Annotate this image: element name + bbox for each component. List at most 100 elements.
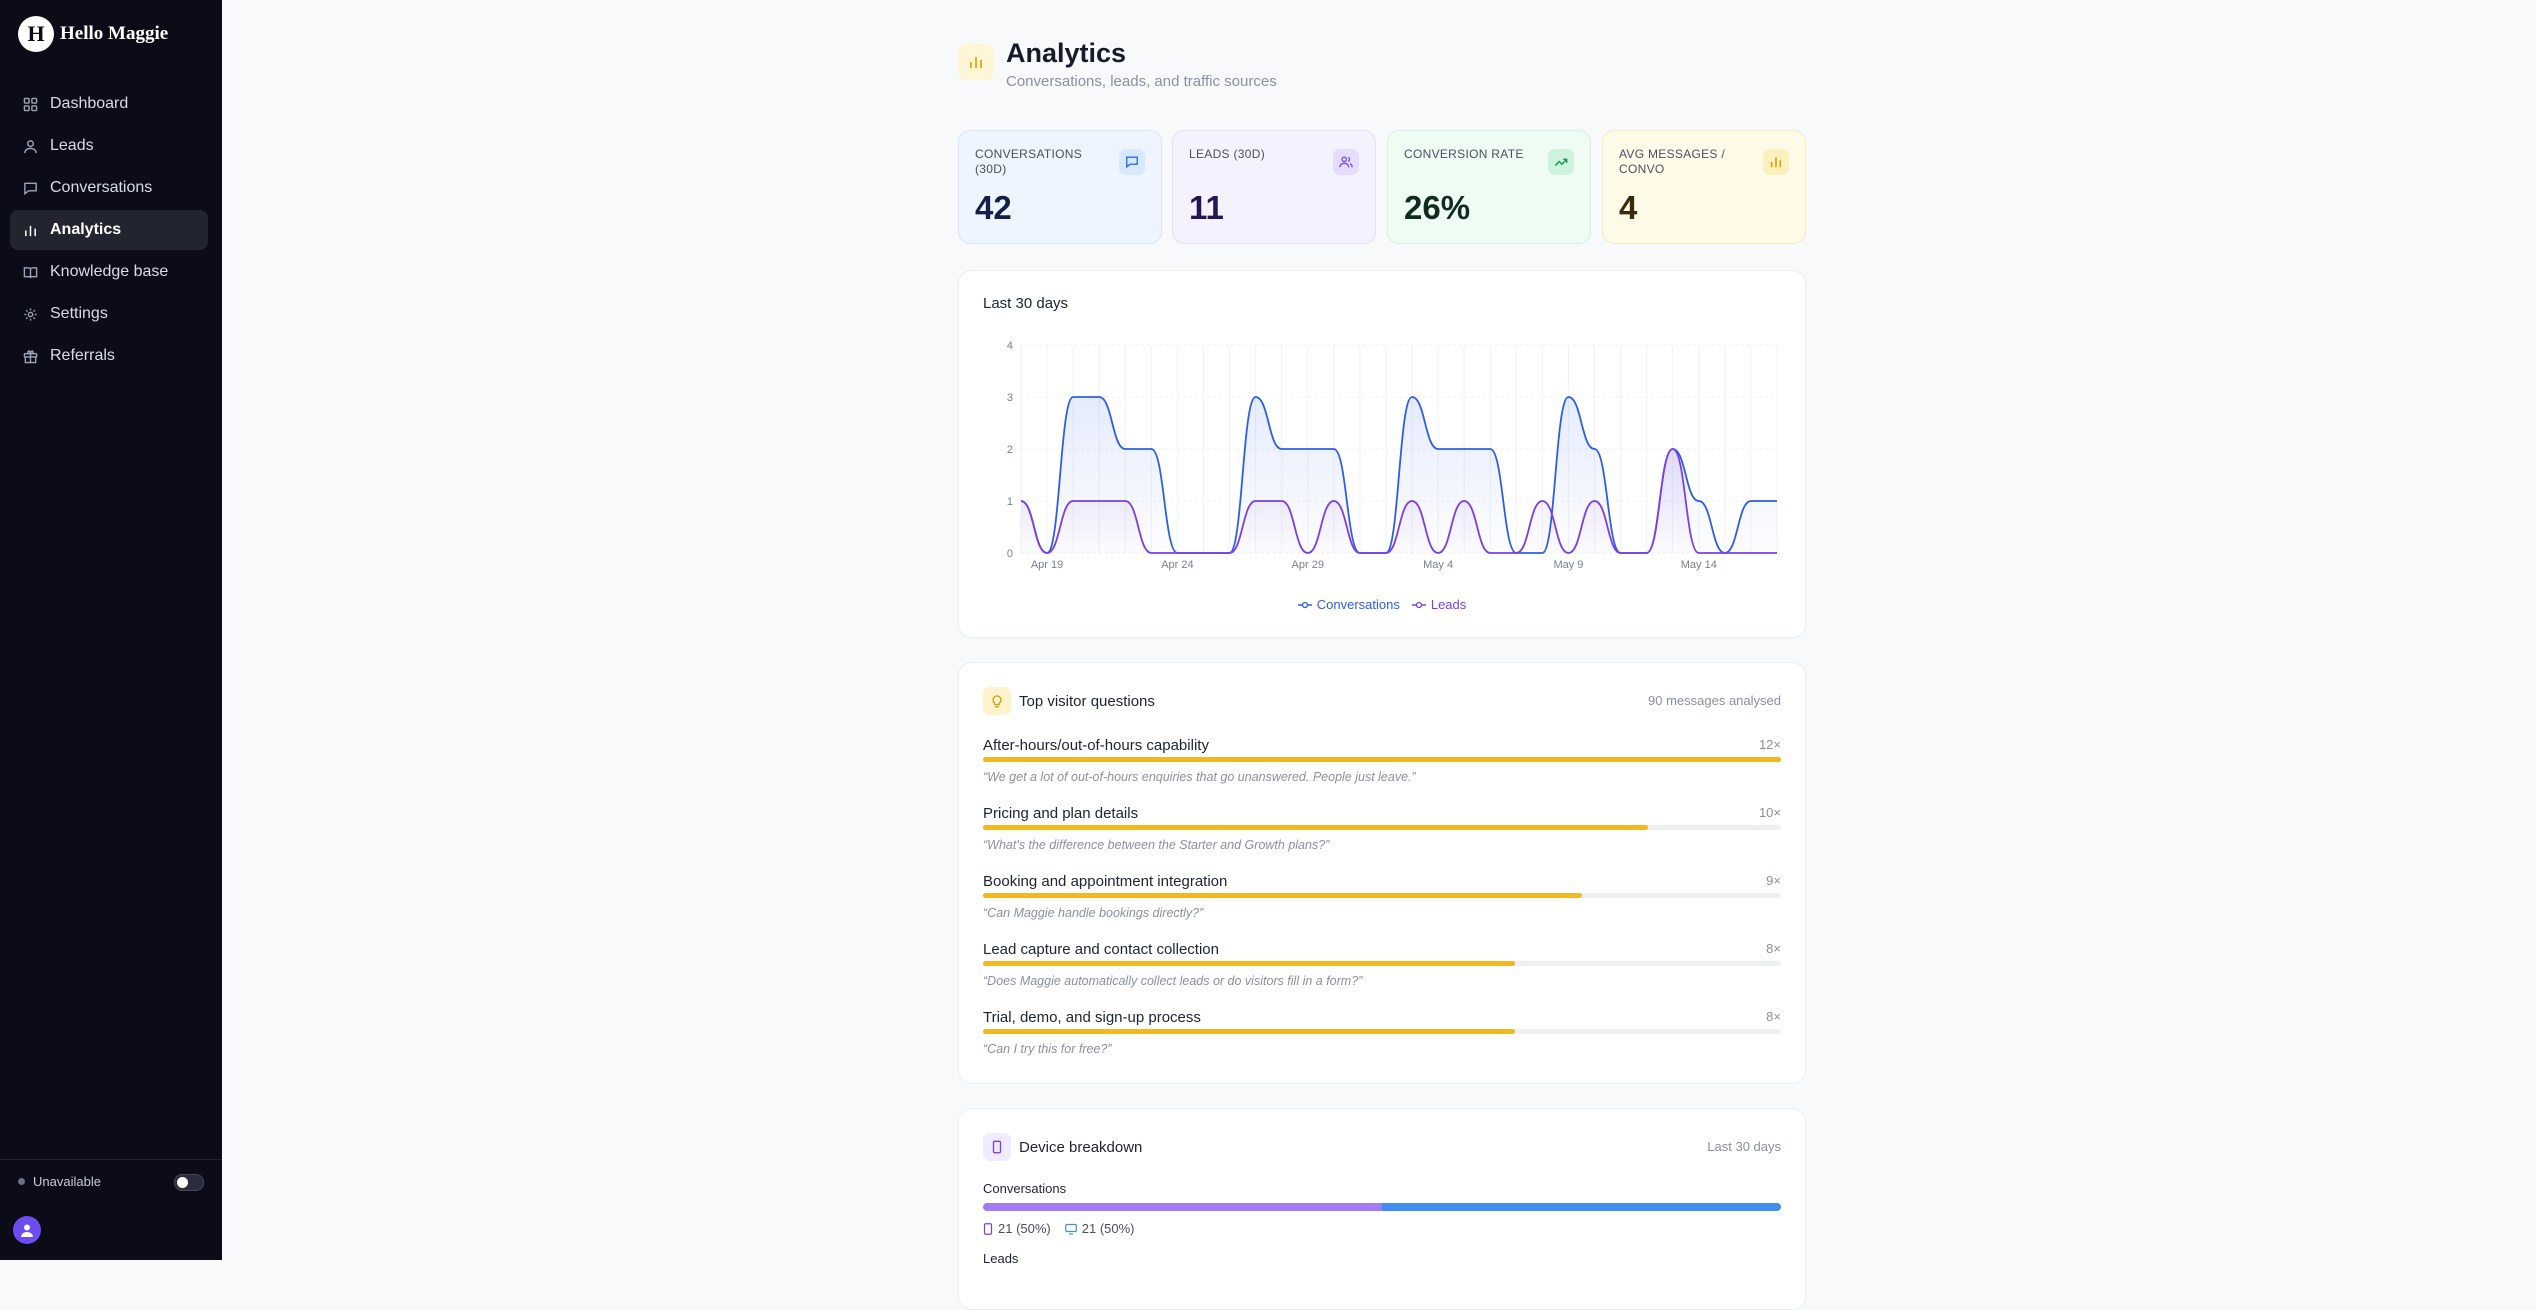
legend-line-icon [1297, 601, 1312, 608]
page-subtitle: Conversations, leads, and traffic source… [1006, 73, 1277, 90]
question-item[interactable]: Pricing and plan details 10× “What's the… [983, 805, 1781, 867]
availability-label: Unavailable [33, 1174, 101, 1189]
question-bar-fill [983, 757, 1781, 762]
y-tick-label: 2 [1007, 444, 1013, 456]
dashboard-icon [22, 96, 38, 112]
stat-value: 4 [1619, 189, 1638, 226]
series-area-leads [1021, 449, 1777, 553]
x-tick-label: Apr 24 [1161, 559, 1193, 571]
legend-label: Conversations [1316, 597, 1400, 612]
availability-toggle[interactable] [174, 1174, 204, 1191]
stat-value: 11 [1189, 189, 1224, 226]
question-bar-fill [983, 1029, 1515, 1034]
question-bar-track [983, 825, 1781, 830]
stat-card-leads: Leads (30d) 11 [1172, 130, 1376, 244]
brand-name: Hello Maggie [60, 23, 169, 44]
legend-line-icon [1411, 601, 1426, 608]
page-header: Analytics Conversations, leads, and traf… [958, 38, 1806, 98]
sidebar-item-label: Knowledge base [50, 263, 169, 280]
device-stat-mobile: 21 (50%) [983, 1221, 1051, 1236]
questions-meta: 90 messages analysed [1648, 693, 1781, 708]
sidebar-item-referrals[interactable]: Referrals [10, 336, 208, 376]
sidebar-item-conversations[interactable]: Conversations [10, 168, 208, 208]
question-bar-track [983, 757, 1781, 762]
stat-card-avg-messages: Avg messages / convo 4 [1602, 130, 1806, 244]
x-tick-label: May 4 [1423, 559, 1453, 571]
x-tick-label: Apr 19 [1031, 559, 1063, 571]
question-quote: “Can Maggie handle bookings directly?” [983, 906, 1204, 920]
question-label: Booking and appointment integration [983, 873, 1228, 890]
sidebar: H Hello Maggie Dashboard Leads Conversat… [0, 0, 222, 1260]
legend-item-conversations[interactable]: Conversations [1297, 597, 1400, 612]
y-tick-label: 1 [1007, 496, 1013, 508]
trending-up-icon [1548, 149, 1574, 175]
legend-label: Leads [1430, 597, 1467, 612]
brand-logo[interactable]: H Hello Maggie [18, 16, 168, 52]
device-stat-value: 21 (50%) [998, 1221, 1051, 1236]
chat-icon [1119, 149, 1145, 175]
line-chart: 0 1 2 3 4 Apr 19 Apr 24 Apr 29 May 4 May 9 May 14 [1007, 340, 1778, 571]
question-quote: “Does Maggie automatically collect leads… [983, 974, 1363, 988]
top-questions-card: Top visitor questions 90 messages analys… [958, 662, 1806, 1084]
device-breakdown-card: Device breakdown Last 30 days Conversati… [958, 1108, 1806, 1310]
question-count: 12× [1758, 737, 1781, 752]
question-label: After-hours/out-of-hours capability [983, 737, 1209, 754]
bar-chart-icon [958, 44, 994, 80]
gift-icon [22, 348, 38, 364]
question-quote: “What's the difference between the Start… [983, 838, 1330, 852]
stat-value: 26% [1404, 189, 1471, 226]
stats-row: Conversations (30d) 42 Leads (30d) 11 Co… [958, 130, 1806, 244]
question-label: Lead capture and contact collection [983, 941, 1219, 958]
question-bar-fill [983, 825, 1648, 830]
sidebar-item-leads[interactable]: Leads [10, 126, 208, 166]
user-icon [22, 138, 38, 154]
sidebar-item-analytics[interactable]: Analytics [10, 210, 208, 250]
stat-label: Leads (30d) [1189, 147, 1265, 161]
sidebar-item-dashboard[interactable]: Dashboard [10, 84, 208, 124]
device-stats: 21 (50%) 21 (50%) [983, 1221, 1135, 1236]
device-split-bar [983, 1203, 1781, 1211]
question-bar-fill [983, 961, 1515, 966]
x-tick-label: May 9 [1553, 559, 1583, 571]
stat-label: Avg messages / convo [1619, 147, 1726, 176]
bar-chart-icon [1763, 149, 1789, 175]
questions-title: Top visitor questions [1019, 693, 1155, 710]
question-label: Trial, demo, and sign-up process [983, 1009, 1201, 1026]
device-stat-value: 21 (50%) [1081, 1221, 1135, 1236]
y-tick-label: 4 [1007, 340, 1013, 352]
legend-item-leads[interactable]: Leads [1411, 597, 1467, 612]
toggle-knob [177, 1177, 188, 1188]
question-label: Pricing and plan details [983, 805, 1139, 822]
y-tick-label: 0 [1007, 548, 1013, 560]
sidebar-item-label: Leads [50, 137, 94, 154]
sidebar-item-knowledge-base[interactable]: Knowledge base [10, 252, 208, 292]
x-tick-label: May 14 [1681, 559, 1717, 571]
question-bar-fill [983, 893, 1582, 898]
question-item[interactable]: Trial, demo, and sign-up process 8× “Can… [983, 1009, 1781, 1071]
question-item[interactable]: After-hours/out-of-hours capability 12× … [983, 737, 1781, 799]
x-tick-label: Apr 29 [1292, 559, 1324, 571]
lightbulb-icon [983, 687, 1011, 715]
devices-leads-label: Leads [983, 1251, 1019, 1266]
device-bar-desktop [1382, 1203, 1781, 1211]
question-bar-track [983, 1029, 1781, 1034]
sidebar-item-label: Dashboard [50, 95, 129, 112]
sidebar-item-settings[interactable]: Settings [10, 294, 208, 334]
users-icon [1333, 149, 1359, 175]
question-bar-track [983, 961, 1781, 966]
monitor-icon [1064, 1223, 1077, 1235]
question-item[interactable]: Lead capture and contact collection 8× “… [983, 941, 1781, 1003]
status-dot [18, 1178, 25, 1185]
sidebar-item-label: Analytics [50, 221, 122, 238]
devices-title: Device breakdown [1019, 1139, 1143, 1156]
phone-icon [983, 1222, 993, 1235]
question-count: 8× [1766, 1009, 1781, 1024]
availability-status: Unavailable [18, 1174, 101, 1189]
gear-icon [22, 306, 38, 322]
stat-value: 42 [975, 189, 1012, 226]
question-count: 8× [1766, 941, 1781, 956]
chat-icon [22, 180, 38, 196]
phone-icon [983, 1133, 1011, 1161]
avatar[interactable] [13, 1216, 41, 1244]
question-item[interactable]: Booking and appointment integration 9× “… [983, 873, 1781, 935]
